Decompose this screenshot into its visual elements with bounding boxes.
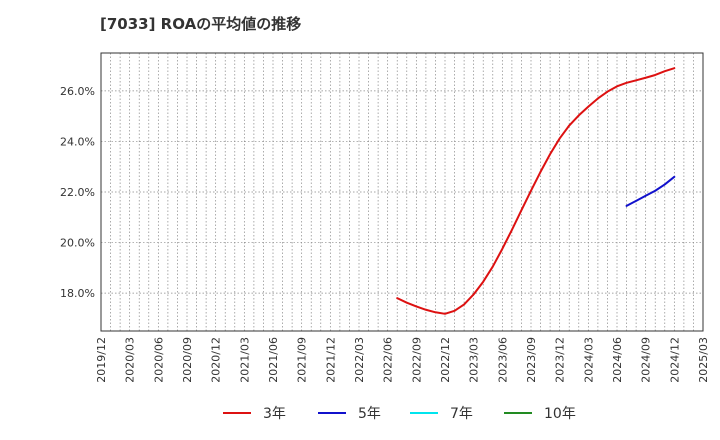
x-tick-label: 2022/03 <box>353 337 366 383</box>
x-tick-label: 2023/12 <box>554 337 567 383</box>
x-tick-label: 2021/12 <box>324 337 337 383</box>
x-tick-label: 2020/06 <box>152 337 165 383</box>
series-line-2 <box>625 175 676 207</box>
x-tick-label: 2020/03 <box>124 337 137 383</box>
x-tick-label: 2023/09 <box>525 337 538 383</box>
x-tick-label: 2021/03 <box>238 337 251 383</box>
x-tick-label: 2021/06 <box>267 337 280 383</box>
x-tick-label: 2022/09 <box>410 337 423 383</box>
legend-label-1: 3年 <box>263 406 286 422</box>
x-tick-label: 2024/09 <box>640 337 653 383</box>
x-tick-label: 2025/03 <box>697 337 710 383</box>
chart-title: [7033] ROAの平均値の推移 <box>100 15 302 33</box>
x-tick-label: 2024/06 <box>611 337 624 383</box>
y-tick-label: 18.0% <box>60 287 95 300</box>
x-axis-ticks: 2019/12 2020/03 2020/06 2020/09 2020/12 2021/… <box>95 337 710 383</box>
y-tick-label: 20.0% <box>60 237 95 250</box>
y-tick-label: 22.0% <box>60 186 95 199</box>
legend-label-3: 7年 <box>450 406 473 422</box>
x-tick-label: 2023/06 <box>496 337 509 383</box>
x-tick-label: 2019/12 <box>95 337 108 383</box>
x-tick-label: 2024/03 <box>582 337 595 383</box>
series-layer <box>396 67 676 315</box>
legend: 3年 5年 7年 10年 <box>223 406 576 422</box>
legend-label-4: 10年 <box>544 406 576 422</box>
y-tick-label: 24.0% <box>60 135 95 148</box>
y-tick-label: 26.0% <box>60 85 95 98</box>
plot-frame <box>100 52 704 332</box>
y-axis-ticks: 18.0% 20.0% 22.0% 24.0% 26.0% <box>60 85 95 300</box>
x-tick-label: 2021/09 <box>296 337 309 383</box>
legend-label-2: 5年 <box>358 406 381 422</box>
series-line-1 <box>396 67 676 315</box>
x-tick-label: 2022/12 <box>439 337 452 383</box>
x-tick-label: 2020/09 <box>181 337 194 383</box>
x-tick-label: 2020/12 <box>210 337 223 383</box>
x-tick-label: 2024/12 <box>668 337 681 383</box>
grid-layer <box>101 53 703 331</box>
x-tick-label: 2023/03 <box>468 337 481 383</box>
x-tick-label: 2022/06 <box>382 337 395 383</box>
